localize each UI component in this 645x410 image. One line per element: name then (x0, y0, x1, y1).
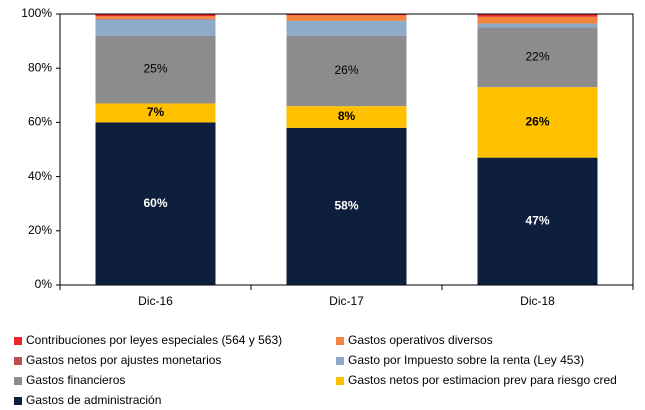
bar-segment (477, 23, 598, 28)
bar-segment (286, 106, 407, 128)
legend-swatch (14, 397, 22, 405)
plot-frame (59, 13, 634, 286)
y-tick-label: 80% (28, 60, 52, 74)
legend-swatch (336, 357, 344, 365)
y-tick-label: 20% (28, 223, 52, 237)
bar-segment (95, 19, 216, 36)
legend-swatch (14, 337, 22, 345)
bar-segment (477, 14, 598, 17)
data-label: 26% (525, 115, 549, 129)
bar-segment (286, 35, 407, 107)
legend-label: Gastos netos por ajustes monetarios (26, 353, 221, 367)
legend-label: Gastos financieros (26, 373, 125, 387)
data-label: 60% (143, 196, 167, 210)
bar-segment (95, 18, 216, 20)
y-tick-label: 100% (21, 6, 52, 20)
data-label: 22% (525, 50, 549, 64)
x-tick-label: Dic-16 (138, 294, 173, 308)
y-tick-label: 60% (28, 115, 52, 129)
x-tick-label: Dic-17 (329, 294, 364, 308)
legend-swatch (14, 357, 22, 365)
bar-segment (95, 14, 216, 17)
bar-segment (477, 16, 598, 24)
data-label: 47% (525, 213, 549, 227)
data-label: 25% (143, 62, 167, 76)
bar-segment (95, 122, 216, 286)
legend-swatch (336, 377, 344, 385)
data-label: 58% (334, 199, 358, 213)
bar-segment (477, 157, 598, 285)
legend-label: Gasto por Impuesto sobre la renta (Ley 4… (348, 353, 584, 367)
bar-segment (286, 15, 407, 21)
x-tick-label: Dic-18 (520, 294, 555, 308)
data-label: 26% (334, 63, 358, 77)
bar-segment (286, 127, 407, 285)
legend-label: Gastos operativos diversos (348, 333, 493, 347)
bar-segment (286, 14, 407, 16)
bar-segment (477, 27, 598, 88)
bar-segment (95, 103, 216, 123)
legend-label: Gastos de administración (26, 393, 161, 407)
legend-label: Contribuciones por leyes especiales (564… (26, 333, 282, 347)
data-label: 8% (338, 109, 356, 123)
data-label: 7% (147, 105, 165, 119)
legend-swatch (336, 337, 344, 345)
bar-segment (286, 20, 407, 36)
bar-segment (95, 35, 216, 104)
legend-label: Gastos netos por estimacion prev para ri… (348, 373, 617, 387)
bar-segment (477, 87, 598, 158)
y-tick-label: 40% (28, 169, 52, 183)
bar-segment (95, 16, 216, 19)
legend-swatch (14, 377, 22, 385)
y-tick-label: 0% (35, 277, 53, 291)
